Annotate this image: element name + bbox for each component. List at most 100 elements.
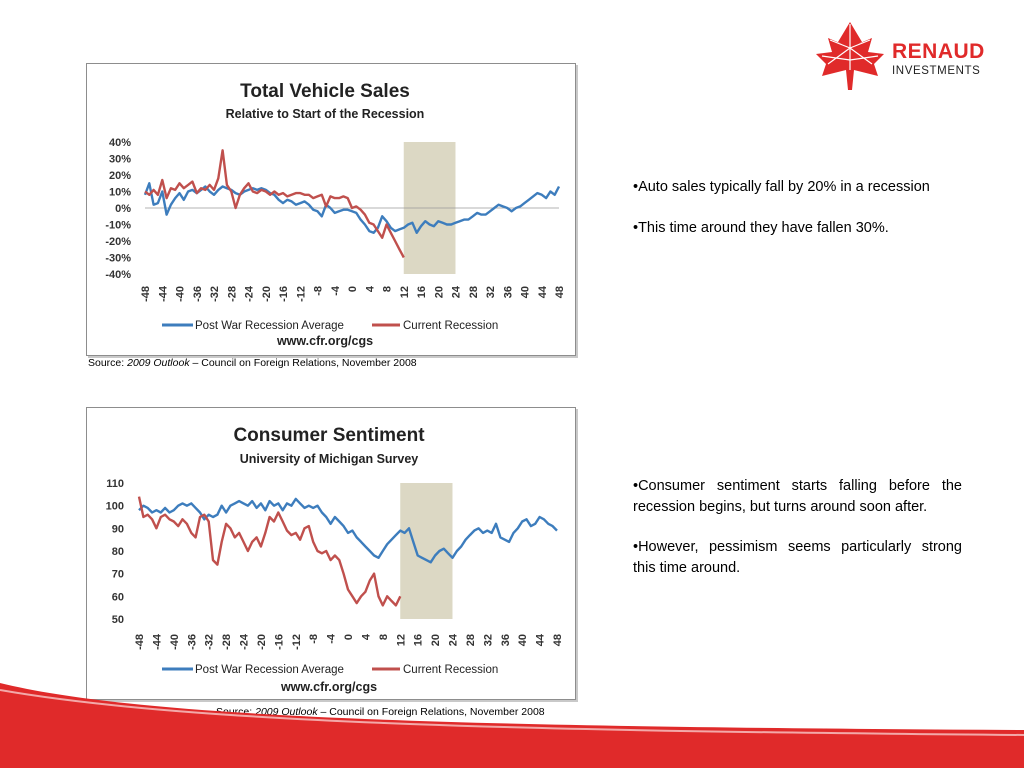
x-tick-label: 0 bbox=[347, 286, 359, 292]
source-rest: – Council on Foreign Relations, November… bbox=[317, 706, 545, 718]
consumer-sentiment-chart-url: www.cfr.org/cgs bbox=[280, 680, 377, 694]
x-tick-label: -28 bbox=[221, 634, 233, 650]
maple-leaf-icon bbox=[816, 22, 884, 90]
x-tick-label: 24 bbox=[448, 633, 460, 646]
x-tick-label: 48 bbox=[552, 634, 564, 646]
x-tick-label: 36 bbox=[502, 286, 514, 298]
source-rest: – Council on Foreign Relations, November… bbox=[189, 357, 417, 369]
x-tick-label: -12 bbox=[295, 286, 307, 302]
y-tick-label: -20% bbox=[105, 236, 131, 248]
x-tick-label: 24 bbox=[451, 285, 463, 298]
vehicle-sales-chart-url: www.cfr.org/cgs bbox=[276, 334, 373, 348]
vehicle-sales-chart-subtitle: Relative to Start of the Recession bbox=[226, 107, 425, 121]
x-tick-label: 40 bbox=[517, 634, 529, 646]
x-tick-label: 8 bbox=[382, 286, 394, 292]
legend-label-current: Current Recession bbox=[403, 664, 498, 676]
consumer-sentiment-chart-svg: Consumer Sentiment University of Michiga… bbox=[106, 425, 564, 694]
footer-highlight bbox=[0, 689, 1024, 736]
x-tick-label: -36 bbox=[192, 286, 204, 302]
recession-shading bbox=[400, 483, 453, 619]
vehicle-sales-plot-area: 40%30%20%10%0%-10%-20%-30%-40%-48 -44 -40-… bbox=[105, 137, 566, 302]
x-tick-label: 12 bbox=[395, 634, 407, 646]
consumer-sentiment-chart: Consumer Sentiment University of Michiga… bbox=[86, 407, 576, 700]
x-tick-label: -8 bbox=[308, 634, 320, 644]
source-prefix: Source: bbox=[88, 357, 128, 369]
x-tick-label: 4 bbox=[364, 285, 376, 292]
x-tick-label: 8 bbox=[378, 634, 390, 640]
x-tick-label: 16 bbox=[416, 286, 428, 298]
x-tick-label: 32 bbox=[485, 286, 497, 298]
consumer-sentiment-chart-title: Consumer Sentiment bbox=[233, 425, 425, 446]
company-logo: RENAUD INVESTMENTS bbox=[814, 18, 994, 94]
x-tick-label: -36 bbox=[186, 634, 198, 650]
y-tick-label: 90 bbox=[112, 523, 124, 535]
series-line-average bbox=[143, 182, 561, 235]
x-tick-label: 12 bbox=[399, 286, 411, 298]
x-tick-label: -32 bbox=[204, 634, 216, 650]
vehicle-sales-chart-title: Total Vehicle Sales bbox=[240, 81, 410, 102]
x-tick-label: -4 bbox=[330, 285, 342, 296]
x-tick-label: 40 bbox=[520, 286, 532, 298]
x-tick-label: -8 bbox=[313, 286, 325, 296]
consumer-sentiment-legend: Post War Recession Average Current Reces… bbox=[162, 664, 498, 676]
x-tick-label: 36 bbox=[500, 634, 512, 646]
vehicle-sales-legend: Post War Recession Average Current Reces… bbox=[162, 320, 498, 332]
vehicle-sales-source: Source: 2009 Outlook – Council on Foreig… bbox=[88, 357, 417, 369]
x-tick-label: -12 bbox=[291, 634, 303, 650]
vehicle-sales-chart: Total Vehicle Sales Relative to Start of… bbox=[86, 63, 576, 356]
x-tick-label: -44 bbox=[151, 633, 163, 650]
bullet-text: •This time around they have fallen 30%. bbox=[633, 219, 889, 236]
x-tick-label: -16 bbox=[278, 286, 290, 302]
x-tick-label: -48 bbox=[134, 634, 146, 650]
series-line-current bbox=[144, 149, 405, 259]
y-tick-label: 100 bbox=[106, 501, 124, 513]
source-title: 2009 Outlook bbox=[127, 357, 190, 369]
x-tick-label: 44 bbox=[535, 633, 547, 646]
logo-subtitle: INVESTMENTS bbox=[892, 65, 981, 77]
x-tick-label: -28 bbox=[226, 286, 238, 302]
x-tick-label: 44 bbox=[537, 285, 549, 298]
series-line-average bbox=[138, 497, 558, 564]
x-tick-label: 20 bbox=[430, 634, 442, 646]
x-tick-label: -4 bbox=[326, 633, 338, 644]
x-tick-label: 32 bbox=[482, 634, 494, 646]
bullet-text: •Auto sales typically fall by 20% in a r… bbox=[633, 179, 930, 195]
y-tick-label: 0% bbox=[115, 203, 131, 215]
x-tick-label: 28 bbox=[465, 634, 477, 646]
legend-label-current: Current Recession bbox=[403, 320, 498, 332]
x-tick-label: -40 bbox=[169, 634, 181, 650]
y-tick-label: -30% bbox=[105, 253, 131, 265]
x-tick-label: 4 bbox=[360, 633, 372, 640]
x-tick-label: -16 bbox=[273, 634, 285, 650]
bullet-text: •However, pessimism seems particularly s… bbox=[633, 539, 962, 576]
footer-swoosh bbox=[0, 683, 1024, 768]
x-tick-label: -24 bbox=[239, 633, 251, 650]
footer-band bbox=[0, 683, 1024, 768]
x-tick-label: -32 bbox=[209, 286, 221, 302]
y-tick-label: 110 bbox=[106, 478, 124, 490]
x-tick-label: -44 bbox=[157, 285, 169, 302]
consumer-sentiment-chart-subtitle: University of Michigan Survey bbox=[240, 452, 419, 466]
y-tick-label: -40% bbox=[105, 269, 131, 281]
bullet-text: •Consumer sentiment starts falling befor… bbox=[633, 478, 962, 515]
x-tick-label: -24 bbox=[244, 285, 256, 302]
y-tick-label: 30% bbox=[109, 154, 131, 166]
x-tick-label: 0 bbox=[343, 634, 355, 640]
vehicle-sales-chart-svg: Total Vehicle Sales Relative to Start of… bbox=[105, 81, 566, 348]
y-tick-label: 40% bbox=[109, 137, 131, 149]
y-tick-label: 80 bbox=[112, 546, 124, 558]
y-tick-label: 70 bbox=[112, 569, 124, 581]
x-tick-label: -48 bbox=[140, 286, 152, 302]
x-tick-label: 20 bbox=[433, 286, 445, 298]
y-tick-label: 50 bbox=[112, 614, 124, 626]
y-tick-label: 10% bbox=[109, 187, 131, 199]
x-tick-label: -20 bbox=[261, 286, 273, 302]
x-tick-label: -20 bbox=[256, 634, 268, 650]
x-tick-label: -40 bbox=[175, 286, 187, 302]
legend-label-average: Post War Recession Average bbox=[195, 664, 344, 676]
y-tick-label: 20% bbox=[109, 170, 131, 182]
y-tick-label: -10% bbox=[105, 220, 131, 232]
vehicle-sales-notes: •Auto sales typically fall by 20% in a r… bbox=[633, 177, 953, 258]
x-tick-label: 48 bbox=[554, 286, 566, 298]
